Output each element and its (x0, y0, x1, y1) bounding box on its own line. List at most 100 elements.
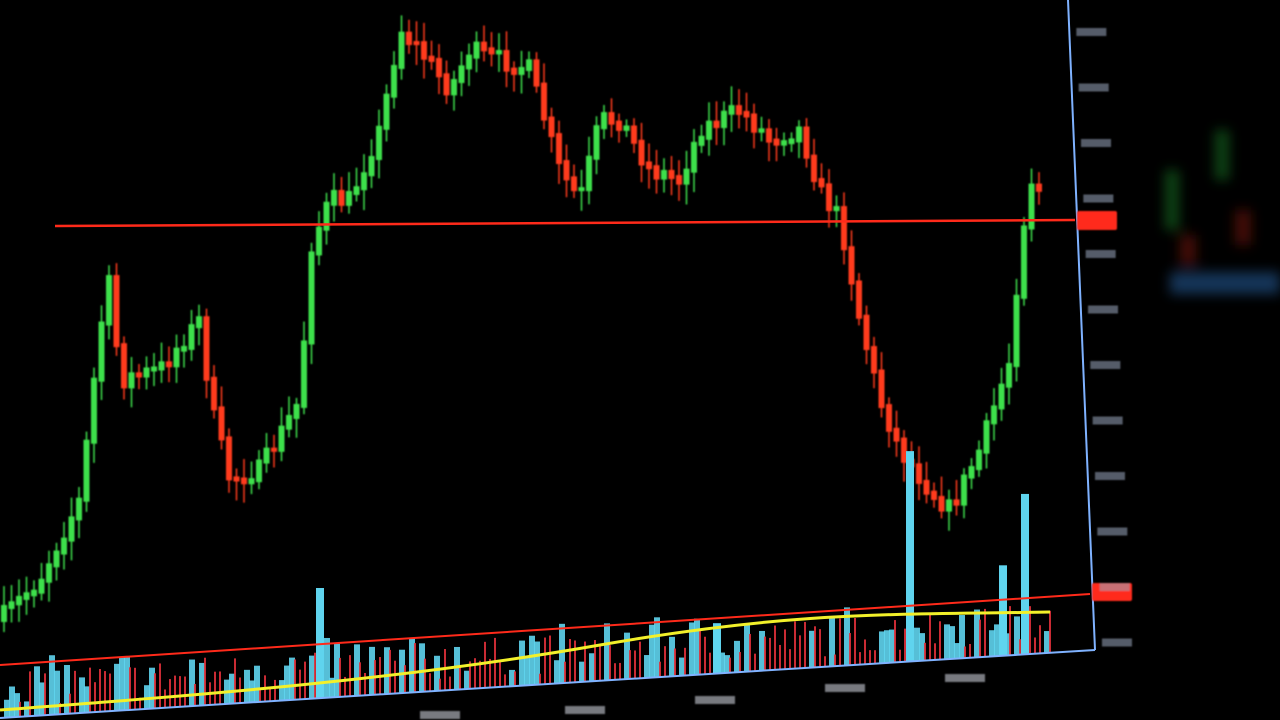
volume-bar (274, 679, 276, 701)
candle-body (458, 65, 465, 84)
volume-bar (189, 659, 195, 707)
candle-body (61, 537, 67, 555)
volume-bar (474, 658, 476, 689)
volume-bar (154, 673, 156, 709)
glow (1235, 210, 1251, 245)
candle-body (181, 345, 187, 352)
volume-bar (34, 666, 40, 716)
volume-bar (369, 646, 375, 695)
volume-bar (734, 640, 740, 673)
candle-body (548, 116, 555, 138)
candle-body (158, 361, 165, 371)
candle-body (953, 499, 960, 506)
candle-body (661, 169, 667, 180)
volume-bar (54, 670, 60, 715)
candle-body (316, 226, 322, 256)
volume-bar (464, 670, 470, 689)
glow (1170, 272, 1280, 294)
volume-bar (316, 588, 324, 698)
candle-body (436, 57, 442, 78)
volume-bar (164, 689, 166, 708)
volume-bar (219, 671, 221, 705)
volume-bar (504, 674, 506, 687)
price-badge (1077, 211, 1117, 230)
volume-bar (906, 451, 914, 662)
volume-bar (329, 677, 335, 698)
volume-bar (839, 618, 841, 666)
candle-body (683, 168, 690, 185)
volume-bar (29, 671, 31, 717)
candle-body (781, 140, 787, 146)
candle-body (856, 280, 862, 319)
volume-bar (599, 645, 601, 681)
candle-body (511, 67, 517, 75)
candle-body (541, 82, 547, 121)
volume-bar (44, 673, 46, 716)
volume-bar (724, 655, 730, 673)
volume-bar (774, 625, 776, 670)
volume-bar (609, 645, 611, 680)
volume-bar (254, 665, 260, 703)
blurred-time-label (695, 696, 735, 704)
volume-bar (539, 673, 541, 685)
volume-bar (114, 663, 120, 711)
volume-bar (404, 665, 406, 693)
candle-body (376, 125, 382, 161)
volume-bar (94, 682, 96, 713)
volume-bar (349, 655, 351, 697)
candle-body (646, 161, 652, 170)
volume-bar (769, 637, 771, 670)
volume-bar (399, 649, 405, 694)
volume-bar (699, 628, 701, 675)
candle-body (166, 361, 172, 368)
volume-bar (249, 680, 255, 703)
candle-body (308, 251, 315, 345)
volume-bar (584, 641, 586, 682)
volume-bar (704, 636, 706, 674)
candle-body (143, 367, 150, 378)
candle-body (818, 178, 825, 188)
volume-bar (459, 666, 461, 690)
volume-bar (764, 636, 766, 671)
candle-body (1036, 183, 1042, 192)
volume-bar (939, 621, 941, 660)
candle-body (16, 595, 22, 606)
candle-body (1, 605, 7, 622)
volume-bar (499, 660, 501, 687)
blurred-time-label (945, 674, 985, 682)
volume-bar (659, 661, 661, 677)
blurred-price-label (1085, 250, 1116, 258)
candle-body (991, 405, 997, 425)
candle-body (893, 427, 900, 442)
volume-bar (339, 657, 341, 697)
volume-bar (79, 677, 85, 714)
candle-body (451, 79, 457, 96)
candle-body (263, 447, 270, 464)
candle-body (863, 314, 870, 351)
volume-bar (689, 622, 695, 675)
candle-body (713, 120, 720, 129)
candle-body (578, 187, 585, 192)
volume-bar (84, 686, 90, 713)
candle-body (916, 463, 922, 484)
candle-body (338, 189, 345, 206)
candle-body (623, 125, 630, 131)
volume-bar (954, 643, 960, 659)
volume-bar (919, 633, 925, 661)
candle-body (938, 495, 945, 512)
candle-body (256, 459, 262, 483)
candle-body (983, 420, 990, 454)
volume-bar (104, 671, 106, 712)
volume-bar (569, 639, 571, 683)
volume-bar (674, 648, 676, 676)
glow (1165, 170, 1179, 230)
candle-body (946, 499, 952, 512)
candle-body (841, 206, 847, 251)
volume-bar (784, 629, 786, 669)
candle-body (961, 474, 967, 506)
candle-body (113, 275, 120, 348)
volume-bar (934, 643, 936, 660)
